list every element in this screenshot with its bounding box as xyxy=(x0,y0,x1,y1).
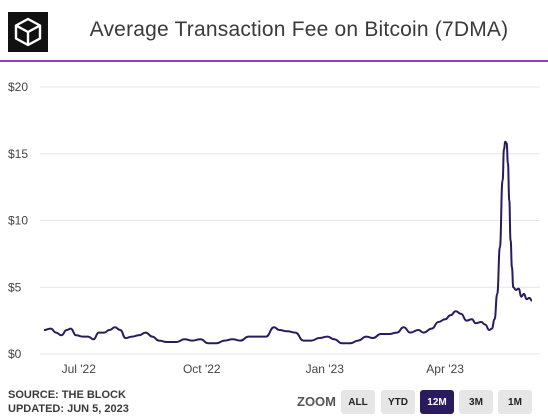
x-axis-ticks: Jul '22 Oct '22 Jan '23 Apr '23 xyxy=(62,362,465,376)
y-tick-label: $0 xyxy=(8,347,22,361)
series-layer xyxy=(43,140,533,345)
x-tick-label: Jan '23 xyxy=(306,362,345,376)
source-note: SOURCE: THE BLOCK xyxy=(8,389,126,401)
y-tick-label: $5 xyxy=(8,280,22,294)
y-tick-label: $10 xyxy=(8,214,28,228)
zoom-12m-button[interactable]: 12M xyxy=(420,390,454,414)
chart-title: Average Transaction Fee on Bitcoin (7DMA… xyxy=(89,18,509,41)
updated-note: UPDATED: JUN 5, 2023 xyxy=(8,403,129,415)
x-tick-label: Oct '22 xyxy=(183,362,221,376)
zoom-label: ZOOM xyxy=(297,394,336,409)
zoom-3m-button[interactable]: 3M xyxy=(459,390,493,414)
x-tick-label: Apr '23 xyxy=(426,362,464,376)
zoom-ytd-button[interactable]: YTD xyxy=(381,390,415,414)
y-axis-ticks: $0 $5 $10 $15 $20 xyxy=(8,80,28,361)
y-tick-label: $20 xyxy=(8,80,28,94)
grid-layer xyxy=(40,86,540,355)
title-divider xyxy=(0,60,548,62)
chart-area: $0 $5 $10 $15 $20 Jul '22 Oct '22 Jan '23 Apr '… xyxy=(8,80,540,376)
the-block-logo xyxy=(8,12,48,52)
zoom-all-button[interactable]: ALL xyxy=(341,390,375,414)
series-line xyxy=(43,140,533,345)
x-tick-label: Jul '22 xyxy=(62,362,97,376)
y-tick-label: $15 xyxy=(8,147,28,161)
zoom-1m-button[interactable]: 1M xyxy=(498,390,532,414)
